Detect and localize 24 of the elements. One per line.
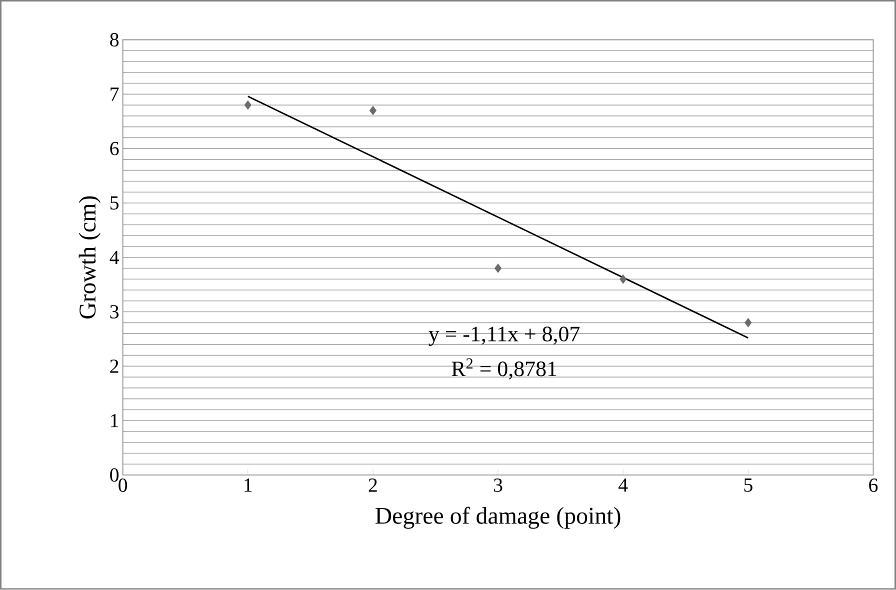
y-tick-label: 6 — [110, 142, 119, 156]
x-tick-label: 1 — [244, 478, 252, 492]
x-tick-label: 2 — [368, 478, 377, 492]
y-tick-label: 2 — [110, 360, 118, 373]
y-tick-label: 1 — [111, 414, 118, 428]
point — [244, 100, 252, 110]
y-tick-label: 3 — [110, 305, 119, 319]
x-tick-label: 5 — [744, 478, 752, 492]
annotation: R$^{2}$ = 0,8781 — [452, 358, 556, 380]
point — [369, 106, 377, 116]
x-tick-label: 4 — [618, 478, 628, 492]
x-tick-label: 6 — [869, 478, 878, 492]
y-tick-label: 4 — [110, 250, 119, 264]
y-axis-title: Growth (cm) — [78, 196, 101, 319]
x-axis-title: Degree of damage (point) — [376, 506, 620, 529]
x-tick-label: 3 — [494, 478, 502, 492]
point — [620, 274, 627, 284]
y-tick-label: 8 — [110, 33, 119, 47]
point — [744, 318, 752, 328]
y-tick-label: 7 — [110, 88, 119, 101]
y-tick-label: 0 — [110, 468, 119, 482]
y-tick-label: 5 — [110, 196, 119, 210]
annotation: y = -1,11x + 8,07 — [428, 326, 580, 346]
point — [494, 264, 502, 274]
